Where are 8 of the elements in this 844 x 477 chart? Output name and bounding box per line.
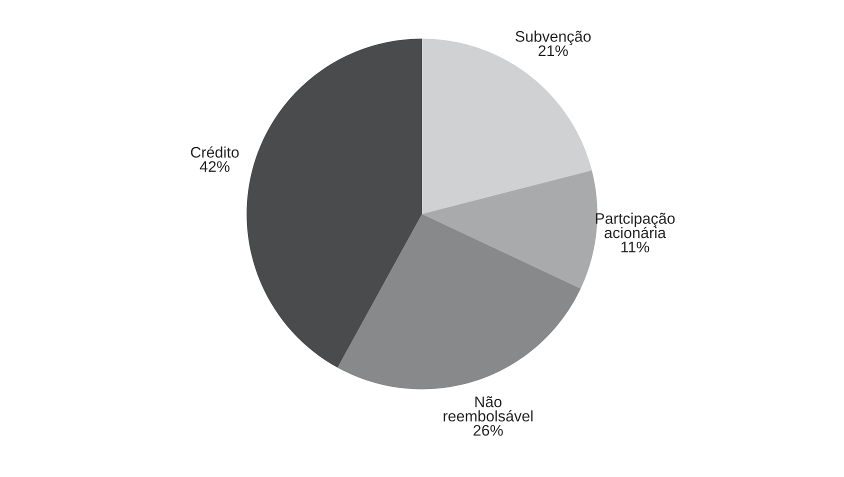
slice-label: Crédito — [190, 146, 239, 158]
data-label: 42% — [200, 161, 230, 172]
slice-label: Subvenção — [516, 30, 591, 45]
slice-label: Partcipação acionária — [596, 212, 675, 238]
slice-label: Não reembolsável — [444, 396, 533, 422]
data-label: 11% — [621, 242, 650, 252]
data-label: 26% — [474, 424, 503, 436]
data-label: 21% — [538, 45, 568, 56]
